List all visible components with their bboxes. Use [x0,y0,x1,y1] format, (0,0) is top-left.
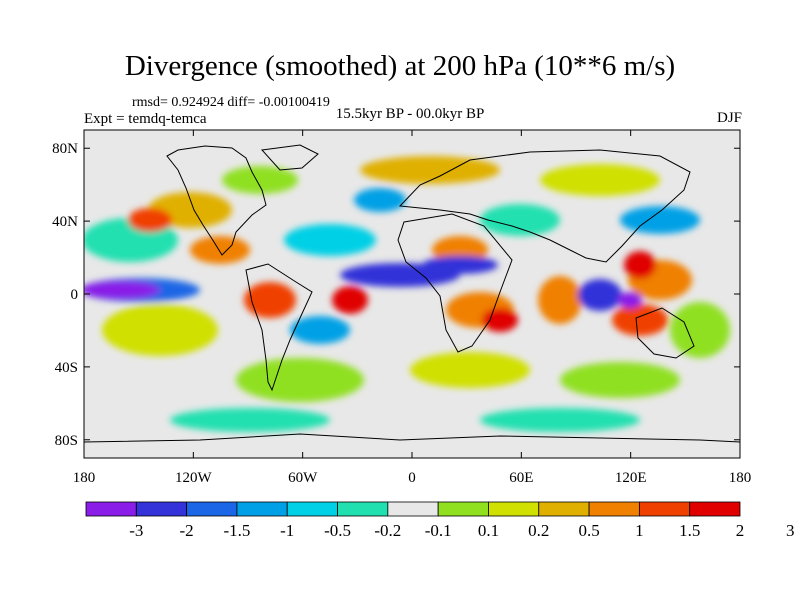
colorbar-label: 0.2 [528,521,549,540]
y-tick-label: 80N [52,141,78,157]
colorbar-label: 0.1 [478,521,499,540]
x-tick-label: 60W [288,470,318,486]
colorbar-label: 1 [635,521,644,540]
colorbar-swatch [690,502,740,516]
x-tick-label: 180 [729,470,752,486]
colorbar-swatch [388,502,438,516]
y-tick-label: 80S [55,433,78,449]
colorbar-label: 1.5 [679,521,700,540]
colorbar-swatch [488,502,538,516]
colorbar-swatch [237,502,287,516]
colorbar-label: -1 [280,521,294,540]
colorbar-label: -0.1 [425,521,452,540]
colorbar-swatch [338,502,388,516]
x-tick-label: 0 [408,470,416,486]
colorbar: -3 -2 -1.5 -1 -0.5 -0.2 -0.1 0.1 0.2 0.5 1 1.5 2 3 [86,502,795,540]
colorbar-label: -3 [129,521,143,540]
y-tick-label: 0 [71,287,79,303]
colorbar-swatch [287,502,337,516]
colorbar-label: 3 [786,521,795,540]
map-figure: 80N 40N 0 40S 80S 180 120W 60W 0 60E 120E 180 -3 -2… [0,0,800,600]
x-tick-label: 60E [509,470,533,486]
colorbar-label: 2 [736,521,745,540]
colorbar-swatch [86,502,136,516]
y-tick-label: 40N [52,214,78,230]
x-tick-label: 120W [175,470,213,486]
divergence-field [80,130,740,458]
x-tick-label: 120E [615,470,647,486]
colorbar-label: -2 [180,521,194,540]
colorbar-label: -0.2 [374,521,401,540]
colorbar-swatch [187,502,237,516]
colorbar-swatch [639,502,689,516]
colorbar-swatch [136,502,186,516]
x-tick-label: 180 [73,470,96,486]
colorbar-swatch [539,502,589,516]
colorbar-swatch [589,502,639,516]
colorbar-label: -1.5 [223,521,250,540]
colorbar-label: -0.5 [324,521,351,540]
colorbar-label: 0.5 [578,521,599,540]
y-tick-label: 40S [55,360,78,376]
colorbar-swatch [438,502,488,516]
